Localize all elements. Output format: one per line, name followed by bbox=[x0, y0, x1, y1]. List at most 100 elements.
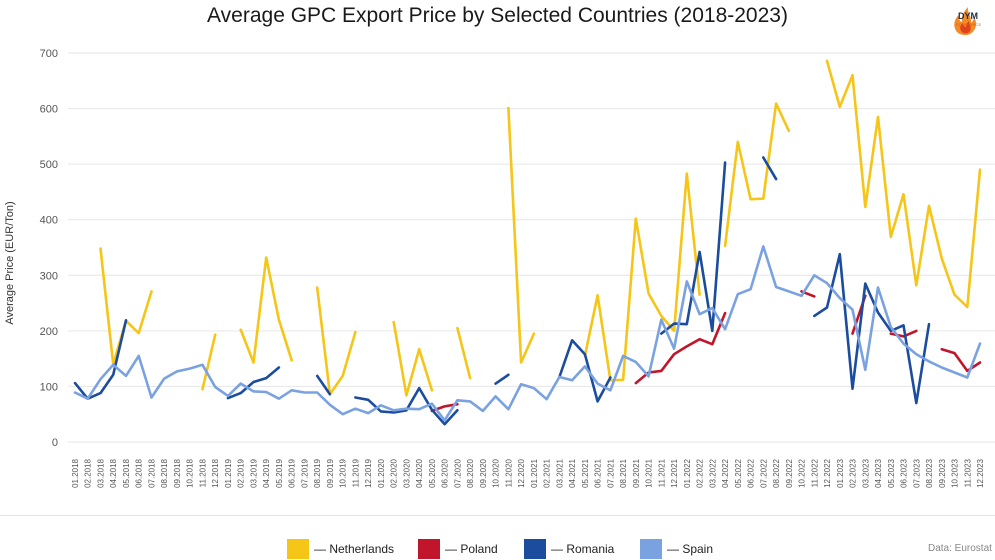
x-tick-label: 04.2023 bbox=[874, 458, 883, 487]
y-tick-label: 600 bbox=[40, 104, 58, 116]
x-tick-label: 05.2018 bbox=[122, 458, 131, 487]
y-tick-label: 0 bbox=[52, 437, 58, 449]
series-lines bbox=[73, 59, 982, 426]
x-tick-label: 12.2018 bbox=[211, 458, 220, 487]
x-tick-label: 05.2023 bbox=[887, 458, 896, 487]
x-tick-label: 01.2021 bbox=[530, 458, 539, 487]
series-line-netherlands bbox=[507, 106, 536, 364]
series-line-netherlands bbox=[723, 102, 791, 248]
legend-item-romania[interactable]: — Romania bbox=[524, 538, 614, 560]
x-tick-label: 08.2021 bbox=[619, 458, 628, 487]
x-tick-label: 03.2019 bbox=[249, 458, 258, 487]
series-line-romania bbox=[315, 374, 332, 396]
series-line-netherlands bbox=[315, 286, 357, 396]
x-tick-label: 07.2018 bbox=[147, 458, 156, 487]
x-tick-label: 03.2023 bbox=[861, 458, 870, 487]
x-tick-label: 08.2023 bbox=[925, 458, 934, 487]
series-line-romania bbox=[813, 252, 931, 405]
x-tick-label: 03.2022 bbox=[708, 458, 717, 487]
legend-label-romania: — Romania bbox=[551, 542, 615, 556]
series-line-netherlands bbox=[201, 333, 217, 391]
x-tick-label: 12.2022 bbox=[823, 458, 832, 487]
x-tick-label: 04.2022 bbox=[721, 458, 730, 487]
series-line-netherlands bbox=[239, 256, 293, 364]
x-tick-label: 03.2020 bbox=[402, 458, 411, 487]
x-tick-label: 02.2022 bbox=[696, 458, 705, 487]
series-line-romania bbox=[660, 161, 727, 335]
x-tick-label: 04.2020 bbox=[415, 458, 424, 487]
x-tick-label: 07.2022 bbox=[759, 458, 768, 487]
x-tick-label: 10.2020 bbox=[492, 458, 501, 487]
x-tick-label: 03.2021 bbox=[555, 458, 564, 487]
x-tick-label: 10.2021 bbox=[645, 458, 654, 487]
flame-logo-icon bbox=[954, 7, 977, 36]
logo-subtext: FOODSPICE bbox=[956, 22, 982, 27]
x-tick-label: 10.2023 bbox=[951, 458, 960, 487]
x-tick-label: 09.2021 bbox=[632, 458, 641, 487]
y-tick-label: 300 bbox=[40, 270, 58, 282]
x-tick-label: 11.2022 bbox=[810, 458, 819, 487]
legend-swatch-netherlands bbox=[287, 539, 309, 559]
x-tick-label: 09.2022 bbox=[785, 458, 794, 487]
x-tick-label: 01.2023 bbox=[836, 458, 845, 487]
series-line-spain bbox=[73, 245, 982, 422]
x-tick-label: 06.2023 bbox=[900, 458, 909, 487]
y-axis-ticks: 0 100 200 300 400 500 600 700 bbox=[40, 48, 58, 449]
line-chart: 0 100 200 300 400 500 600 700 01.2018 02.2018 03.… bbox=[4, 48, 995, 488]
x-tick-label: 02.2019 bbox=[237, 458, 246, 487]
y-tick-label: 400 bbox=[40, 215, 58, 227]
x-tick-label: 03.2018 bbox=[96, 458, 105, 487]
x-tick-label: 11.2023 bbox=[963, 458, 972, 487]
x-tick-label: 02.2018 bbox=[84, 458, 93, 487]
x-tick-label: 04.2019 bbox=[262, 458, 271, 487]
x-tick-label: 05.2022 bbox=[734, 458, 743, 487]
x-tick-label: 11.2018 bbox=[198, 458, 207, 487]
series-line-netherlands bbox=[825, 59, 982, 309]
x-tick-label: 07.2023 bbox=[912, 458, 921, 487]
x-tick-label: 01.2022 bbox=[683, 458, 692, 487]
legend-swatch-romania bbox=[524, 539, 546, 559]
legend-item-netherlands[interactable]: — Netherlands bbox=[287, 538, 394, 560]
x-tick-label: 09.2019 bbox=[326, 458, 335, 487]
y-tick-label: 500 bbox=[40, 159, 58, 171]
legend: — Netherlands — Poland — Romania — Spain bbox=[0, 538, 995, 560]
data-source-note: Data: Eurostat bbox=[928, 543, 992, 554]
x-tick-label: 07.2019 bbox=[300, 458, 309, 487]
x-tick-label: 11.2021 bbox=[657, 458, 666, 487]
legend-label-spain: — Spain bbox=[667, 542, 714, 556]
series-line-romania bbox=[558, 339, 612, 403]
chart-title: Average GPC Export Price by Selected Cou… bbox=[207, 4, 788, 27]
x-tick-label: 10.2018 bbox=[186, 458, 195, 487]
series-line-netherlands bbox=[583, 172, 701, 382]
series-line-netherlands bbox=[99, 247, 153, 366]
x-tick-label: 08.2019 bbox=[313, 458, 322, 487]
x-tick-label: 06.2018 bbox=[135, 458, 144, 487]
x-tick-label: 12.2021 bbox=[670, 458, 679, 487]
y-tick-label: 700 bbox=[40, 48, 58, 60]
y-tick-label: 100 bbox=[40, 381, 58, 393]
series-line-romania bbox=[354, 386, 459, 426]
legend-item-poland[interactable]: — Poland bbox=[418, 538, 498, 560]
x-tick-label: 10.2022 bbox=[798, 458, 807, 487]
x-tick-label: 05.2020 bbox=[428, 458, 437, 487]
x-tick-label: 02.2023 bbox=[849, 458, 858, 487]
x-axis-ticks: 01.2018 02.2018 03.2018 04.2018 05.2018 06.20… bbox=[71, 458, 985, 487]
x-tick-label: 09.2023 bbox=[938, 458, 947, 487]
x-tick-label: 05.2021 bbox=[581, 458, 590, 487]
x-tick-label: 02.2021 bbox=[543, 458, 552, 487]
x-tick-label: 12.2020 bbox=[517, 458, 526, 487]
x-tick-label: 05.2019 bbox=[275, 458, 284, 487]
x-tick-label: 06.2019 bbox=[288, 458, 297, 487]
y-tick-label: 200 bbox=[40, 326, 58, 338]
x-tick-label: 12.2019 bbox=[364, 458, 373, 487]
x-tick-label: 01.2019 bbox=[224, 458, 233, 487]
legend-item-spain[interactable]: — Spain bbox=[640, 538, 713, 560]
series-line-netherlands bbox=[392, 320, 434, 397]
x-tick-label: 09.2018 bbox=[173, 458, 182, 487]
x-tick-label: 08.2022 bbox=[772, 458, 781, 487]
series-line-netherlands bbox=[456, 326, 472, 380]
x-tick-label: 08.2018 bbox=[160, 458, 169, 487]
series-line-romania bbox=[226, 366, 281, 400]
x-tick-label: 07.2021 bbox=[606, 458, 615, 487]
x-tick-label: 06.2022 bbox=[747, 458, 756, 487]
